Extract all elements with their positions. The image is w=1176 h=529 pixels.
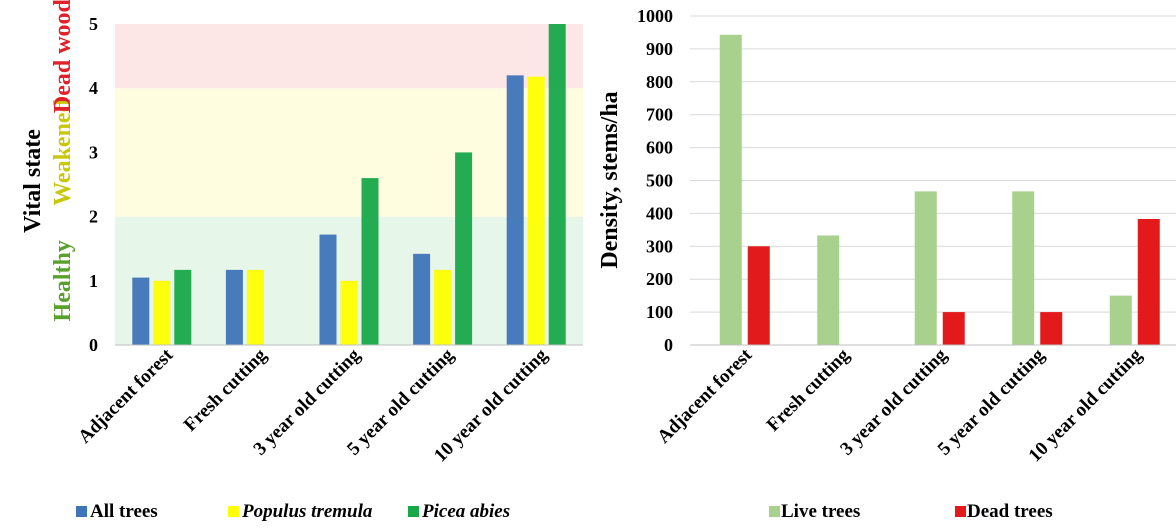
y-tick-label: 4 [89,78,98,98]
bar-picea-abies-5-year-old-cutting [455,152,473,345]
y-tick-label: 2 [89,207,98,227]
y-tick-label: 5 [89,14,98,34]
category-label: Fresh cutting [180,344,271,435]
bar-dead-trees-5-year-old-cutting [1040,312,1063,345]
legend-swatch-all-trees [76,506,87,517]
bar-picea-abies-3-year-old-cutting [361,178,379,345]
legend-label-populus-tremula: Populus tremula [241,501,373,522]
y-tick-label: 500 [646,171,673,191]
y-tick-label: 0 [664,335,673,355]
bar-live-trees-10-year-old-cutting [1109,295,1132,345]
bar-dead-trees-10-year-old-cutting [1137,218,1160,345]
y-tick-labels: 0 100 200 300 400 500 600 700 800 900 1000 [637,6,673,355]
y-tick-label: 1000 [637,6,673,26]
bar-all-trees-5-year-old-cutting [413,253,431,345]
bar-picea-abies-adjacent-forest [174,269,192,345]
bar-dead-trees-adjacent-forest [747,246,770,345]
y-tick-label: 400 [646,203,673,223]
bar-populus-tremula-adjacent-forest [153,280,171,345]
legend-swatch-picea-abies [408,506,419,517]
legend-swatch-dead-trees [955,506,966,517]
bar-picea-abies-10-year-old-cutting [548,24,566,345]
legend: All trees Populus tremula Picea abies [76,501,510,522]
bar-populus-tremula-3-year-old-cutting [340,280,358,345]
y-tick-label: 300 [646,236,673,256]
bar-populus-tremula-10-year-old-cutting [527,76,545,346]
density-bars [719,34,1160,346]
y-tick-label: 700 [646,105,673,125]
y-tick-label: 1 [89,271,98,291]
vital-state-bands [115,24,583,345]
band-dead-wood [115,24,583,89]
bar-all-trees-adjacent-forest [132,277,150,345]
y-tick-label: 100 [646,302,673,322]
bar-live-trees-5-year-old-cutting [1012,191,1035,345]
legend: Live trees Dead trees [769,501,1053,522]
band-label-dead-wood: Dead wood [50,0,76,113]
category-label: 3 year old cutting [836,344,951,459]
band-weakened [115,88,583,217]
legend-label-all-trees: All trees [90,501,158,522]
legend-swatch-live-trees [769,506,780,517]
bar-populus-tremula-fresh-cutting [246,269,264,345]
bar-all-trees-3-year-old-cutting [319,234,337,345]
bar-populus-tremula-5-year-old-cutting [434,269,452,345]
y-tick-labels: 0 1 2 3 4 5 [89,14,98,355]
y-axis-title: Vital state [20,129,46,233]
y-tick-label: 900 [646,39,673,59]
y-tick-label: 0 [89,335,98,355]
bar-live-trees-adjacent-forest [719,34,742,346]
band-label-weakened: Weakened [50,98,76,205]
vital-state-bars [132,24,566,346]
density-chart: 0 100 200 300 400 500 600 700 800 900 1000 Adjacen… [597,6,1176,522]
legend-swatch-populus-tremula [228,506,239,517]
legend-label-picea-abies: Picea abies [421,501,510,522]
bar-live-trees-fresh-cutting [817,235,840,345]
y-tick-label: 800 [646,72,673,92]
category-label: Adjacent forest [74,344,177,447]
category-label: Fresh cutting [763,344,854,435]
category-label: Adjacent forest [653,344,756,447]
legend-label-live-trees: Live trees [781,501,860,522]
bar-live-trees-3-year-old-cutting [914,191,937,345]
bar-dead-trees-3-year-old-cutting [942,312,965,345]
y-tick-label: 3 [89,142,98,162]
y-axis-title: Density, stems/ha [597,91,623,268]
y-tick-label: 200 [646,269,673,289]
y-tick-label: 600 [646,138,673,158]
legend-label-dead-trees: Dead trees [967,501,1053,522]
category-label: 5 year old cutting [934,344,1049,459]
band-label-healthy: Healthy [50,240,76,321]
bar-all-trees-10-year-old-cutting [506,75,524,346]
bar-all-trees-fresh-cutting [225,269,243,345]
